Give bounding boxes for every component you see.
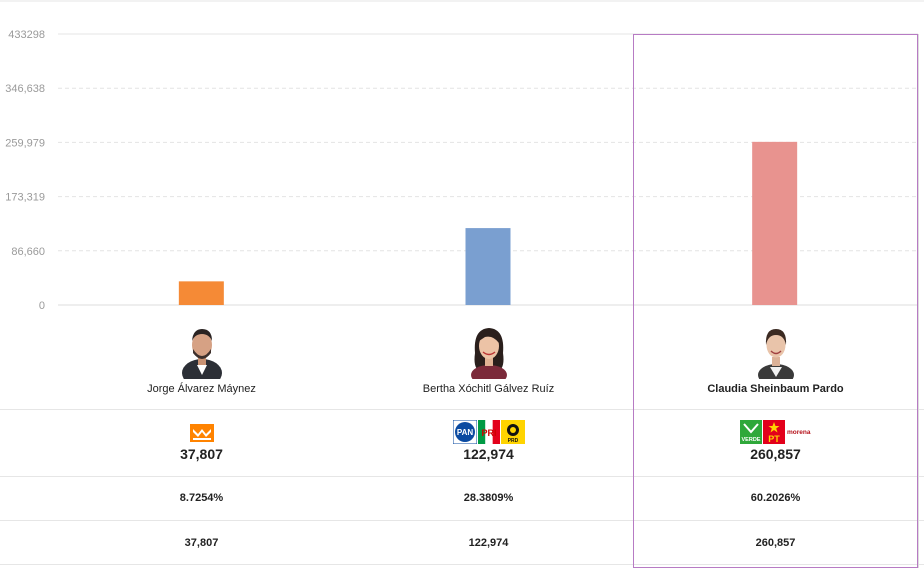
morena-party-icon: morena bbox=[787, 429, 811, 436]
candidate-name: Bertha Xóchitl Gálvez Ruíz bbox=[422, 383, 555, 395]
candidate-name: Jorge Álvarez Máynez bbox=[147, 383, 256, 395]
verde-party-icon: VERDE bbox=[739, 420, 762, 444]
column-border bbox=[918, 34, 919, 568]
candidate-photo-alvarez bbox=[181, 329, 222, 379]
mc-party-icon bbox=[189, 424, 214, 442]
vote-percentage: 28.3809% bbox=[463, 492, 514, 504]
row-divider bbox=[0, 409, 924, 410]
bar[interactable] bbox=[752, 141, 798, 305]
candidate-photo-sheinbaum bbox=[757, 329, 794, 379]
party-logos-sheinbaum: VERDE PT morena bbox=[632, 420, 919, 446]
candidate-card-sheinbaum[interactable]: Claudia Sheinbaum Pardo bbox=[632, 315, 919, 409]
vote-bar-chart: 433298 346,638 259,979 173,319 86,660 0 bbox=[5, 29, 918, 312]
pan-party-icon: PAN bbox=[452, 420, 477, 444]
pri-party-icon: PRI bbox=[477, 420, 500, 444]
candidate-photo-galvez bbox=[470, 328, 507, 379]
votes-total: 260,857 bbox=[750, 446, 801, 462]
y-tick-label: 0 bbox=[39, 300, 45, 312]
votes-count: 122,974 bbox=[468, 537, 509, 549]
pt-label: PT bbox=[768, 434, 780, 444]
prd-party-icon: PRD bbox=[500, 420, 525, 444]
top-divider bbox=[0, 0, 924, 2]
votes-count: 37,807 bbox=[184, 537, 219, 549]
vote-percentage: 8.7254% bbox=[179, 492, 224, 504]
y-tick-label: 86,660 bbox=[11, 246, 45, 258]
row-divider bbox=[0, 564, 924, 565]
y-tick-label: 259,979 bbox=[5, 137, 45, 149]
bar[interactable] bbox=[178, 281, 224, 305]
votes-total: 122,974 bbox=[463, 446, 514, 462]
candidate-card-alvarez[interactable]: Jorge Álvarez Máynez bbox=[58, 315, 345, 409]
row-divider bbox=[0, 476, 924, 477]
votes-total: 37,807 bbox=[180, 446, 223, 462]
votes-count: 260,857 bbox=[755, 537, 796, 549]
verde-label: VERDE bbox=[741, 437, 760, 443]
vote-percentage: 60.2026% bbox=[750, 492, 801, 504]
row-divider bbox=[0, 520, 924, 521]
party-logos-galvez: PAN PRI PRD bbox=[345, 420, 632, 446]
y-tick-label: 173,319 bbox=[5, 192, 45, 204]
bar[interactable] bbox=[465, 228, 511, 305]
y-tick-label: 433298 bbox=[8, 29, 45, 41]
candidate-card-galvez[interactable]: Bertha Xóchitl Gálvez Ruíz bbox=[345, 315, 632, 409]
pt-party-icon: PT bbox=[762, 420, 785, 444]
pan-label: PAN bbox=[456, 428, 473, 437]
y-tick-label: 346,638 bbox=[5, 83, 45, 95]
party-logos-alvarez bbox=[58, 420, 345, 446]
prd-label: PRD bbox=[507, 438, 518, 444]
pri-label: PRI bbox=[481, 428, 496, 438]
morena-label: morena bbox=[787, 429, 811, 436]
candidate-name: Claudia Sheinbaum Pardo bbox=[707, 383, 844, 395]
